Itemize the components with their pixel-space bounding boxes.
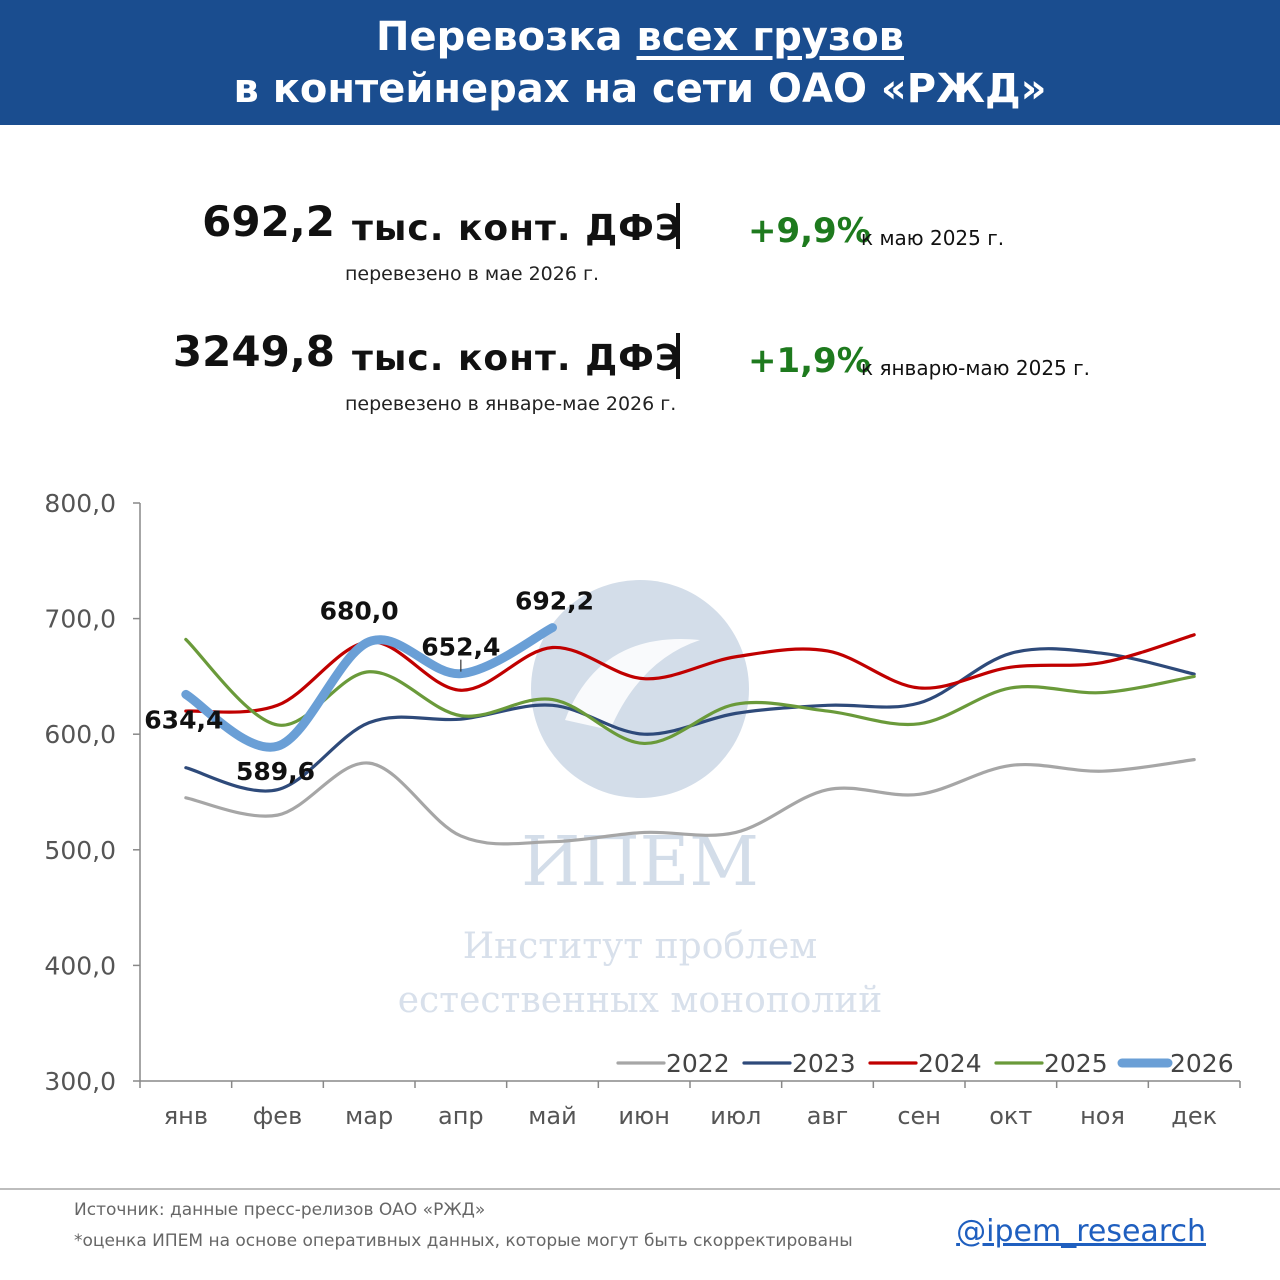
kpi-ytd-comparison: к январю-маю 2025 г.	[861, 356, 1090, 380]
x-tick-label: ноя	[1080, 1102, 1125, 1130]
kpi-month-separator	[676, 203, 680, 249]
kpi-month-growth: +9,9%	[748, 211, 871, 251]
y-tick-label: 300,0	[44, 1067, 116, 1096]
kpi-ytd-value: 3249,8	[172, 327, 335, 376]
chart-series	[181, 623, 1196, 846]
watermark-line1: Институт проблем	[463, 926, 817, 967]
footer-divider	[0, 1188, 1280, 1190]
series-line-2024	[184, 633, 1196, 714]
source-text: Источник: данные пресс-релизов ОАО «РЖД»	[74, 1200, 486, 1220]
series-line-2026	[181, 623, 557, 752]
x-tick-label: фев	[253, 1102, 302, 1130]
page-title-line1: Перевозка всех грузов	[0, 14, 1280, 60]
kpi-month-note: перевезено в мае 2026 г.	[345, 263, 599, 285]
ipem-logo-icon	[531, 580, 749, 798]
page-title-line2: в контейнерах на сети ОАО «РЖД»	[233, 66, 1047, 112]
ipem-logo-swoosh	[565, 639, 700, 730]
series-line-2022	[184, 758, 1196, 846]
legend-label-2023: 2023	[792, 1049, 856, 1078]
data-label-2026: 652,4	[421, 633, 500, 662]
watermark-line2: естественных монополий	[398, 980, 883, 1021]
y-tick-label: 500,0	[44, 836, 116, 865]
x-tick-label: июн	[618, 1102, 670, 1130]
title-prefix: Перевозка	[376, 14, 637, 60]
kpi-ytd-separator	[676, 333, 680, 379]
y-tick-label: 600,0	[44, 720, 116, 749]
x-tick-label: дек	[1171, 1102, 1217, 1130]
chart-data-labels: 634,4 589,6 680,0 652,4 692,2	[144, 587, 594, 787]
x-tick-label: май	[528, 1102, 576, 1130]
title-underlined: всех грузов	[636, 14, 904, 60]
data-label-2026: 680,0	[320, 597, 399, 626]
data-label-2026: 634,4	[144, 705, 223, 734]
kpi-ytd-growth: +1,9%	[748, 341, 871, 381]
x-tick-label: окт	[989, 1102, 1032, 1130]
kpi-ytd-note: перевезено в январе-мае 2026 г.	[345, 393, 677, 415]
container-transport-chart: ИПЕМ Институт проблем естественных моноп…	[44, 489, 1241, 1130]
x-tick-label: авг	[807, 1102, 848, 1130]
legend-label-2024: 2024	[918, 1049, 982, 1078]
ipem-research-link[interactable]: @ipem_research	[956, 1214, 1206, 1249]
y-tick-label: 800,0	[44, 489, 116, 518]
data-label-2026: 692,2	[515, 587, 594, 616]
x-tick-label: сен	[897, 1102, 941, 1130]
footnote-text: *оценка ИПЕМ на основе оперативных данны…	[74, 1231, 853, 1251]
x-tick-label: июл	[710, 1102, 761, 1130]
y-tick-label: 700,0	[44, 605, 116, 634]
kpi-month-value: 692,2	[202, 197, 335, 246]
kpi-ytd-unit: тыс. конт. ДФЭ	[352, 338, 683, 379]
y-tick-label: 400,0	[44, 951, 116, 980]
legend-label-2025: 2025	[1044, 1049, 1108, 1078]
series-line-2025	[184, 637, 1196, 746]
kpi-month-unit: тыс. конт. ДФЭ	[352, 208, 683, 249]
chart-legend: 2022 2023 2024 2025 2026	[616, 1049, 1234, 1078]
legend-label-2022: 2022	[666, 1049, 730, 1078]
x-tick-label: мар	[345, 1102, 393, 1130]
header-banner: Перевозка всех грузов в контейнерах на с…	[0, 0, 1280, 125]
kpi-month-comparison: к маю 2025 г.	[861, 226, 1005, 250]
legend-label-2026: 2026	[1170, 1049, 1234, 1078]
x-tick-label: янв	[164, 1102, 208, 1130]
x-tick-label: апр	[438, 1102, 484, 1130]
chart-axes: 300,0 400,0 500,0 600,0 700,0 800,0 янв фев мар а…	[44, 489, 1241, 1130]
data-label-2026: 589,6	[236, 757, 315, 786]
